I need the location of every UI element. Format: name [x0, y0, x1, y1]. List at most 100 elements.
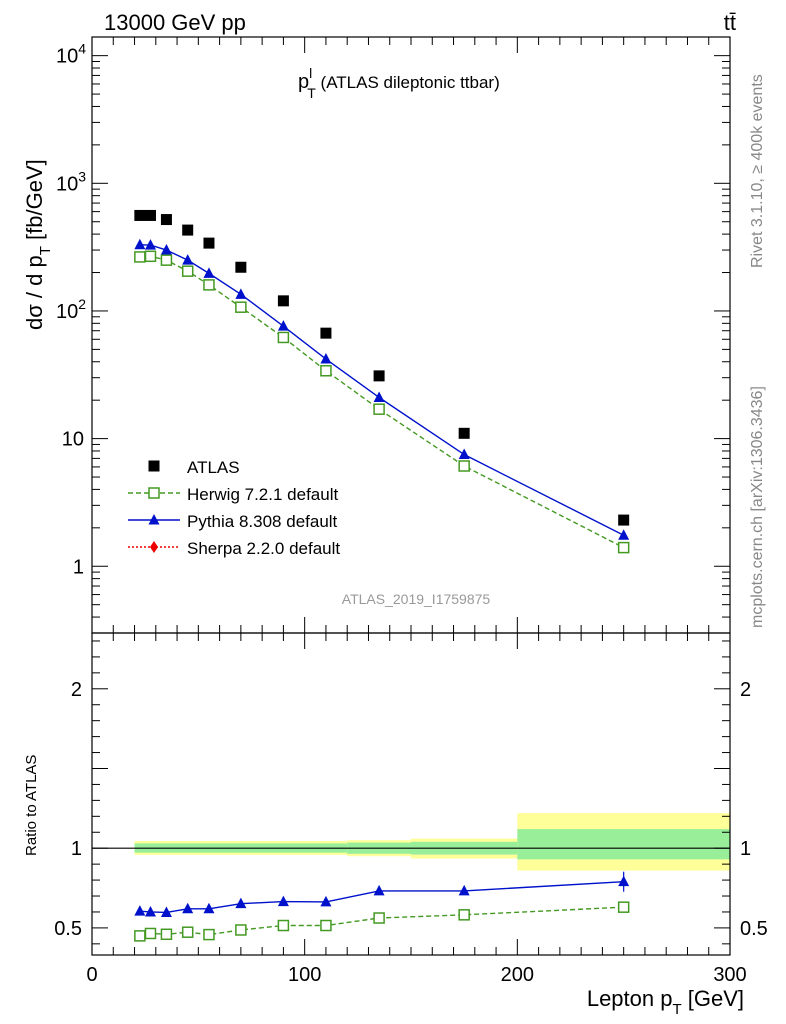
ratio-point-0	[617, 901, 630, 913]
data-point-0	[235, 261, 247, 273]
data-point-2	[618, 529, 630, 540]
y-tick-label: 1	[73, 556, 84, 578]
ratio-point-0	[373, 912, 385, 924]
data-point-2	[373, 391, 385, 402]
data-point-1	[373, 403, 385, 415]
legend-label-2: Pythia 8.308 default	[187, 512, 338, 531]
ratio-point-1	[320, 895, 332, 907]
ratio-y-tick-label: 1	[71, 838, 82, 860]
legend-marker-3	[150, 541, 158, 553]
ratio-point-0	[458, 909, 470, 921]
ratio-point-0	[235, 924, 247, 936]
data-point-2	[182, 254, 194, 265]
data-point-0	[277, 295, 289, 307]
header-process-label: tt̄	[724, 10, 736, 35]
header-energy-label: 13000 GeV pp	[104, 10, 246, 35]
x-tick-label: 200	[501, 964, 534, 986]
legend-marker-2	[148, 514, 160, 525]
data-point-0	[134, 209, 146, 221]
data-point-0	[203, 237, 215, 249]
data-point-1	[203, 279, 215, 291]
x-tick-label: 0	[86, 964, 97, 986]
data-point-0	[182, 224, 194, 236]
ratio-point-0	[203, 928, 215, 941]
analysis-watermark: ATLAS_2019_I1759875	[342, 591, 491, 607]
ratio-point-1	[144, 905, 156, 917]
xlabel-main: Lepton p	[587, 986, 673, 1011]
data-point-2	[134, 238, 146, 250]
ratio-y-tick-label: 0.5	[54, 918, 82, 940]
ratio-point-1	[160, 906, 172, 917]
ratio-line-1	[139, 880, 624, 914]
data-point-0	[373, 370, 385, 382]
ratio-y-tick-label: 2	[71, 679, 82, 701]
data-point-0	[160, 214, 172, 226]
data-point-2	[458, 448, 470, 460]
ratio-frame	[91, 632, 731, 956]
x-axis-label: Lepton pT [GeV]	[587, 986, 744, 1018]
ratio-point-0	[181, 926, 194, 938]
main-plot-title: pl T (ATLAS dileptonic ttbar)	[298, 65, 500, 101]
y-tick-label: 104	[56, 41, 86, 68]
ratio-point-0	[160, 928, 173, 941]
ratio-y-tick-label-right: 2	[740, 679, 751, 701]
data-point-1	[617, 541, 630, 554]
ratio-y-tick-label-right: 0.5	[740, 918, 768, 940]
ratio-point-1	[458, 884, 470, 896]
ylabel-sub: T	[37, 246, 54, 255]
ratio-point-0	[134, 930, 146, 942]
legend: ATLAS Herwig 7.2.1 default Pythia 8.308 de…	[128, 458, 340, 558]
ratio-point-1	[134, 905, 146, 916]
rivet-version-label: Rivet 3.1.10, ≥ 400k events	[749, 74, 766, 268]
data-point-0	[144, 209, 156, 221]
ratio-point-1	[235, 897, 247, 909]
data-point-2	[235, 288, 247, 299]
ratio-point-0	[320, 919, 332, 932]
y-tick-label: 10	[62, 429, 84, 451]
xlabel-sub: T	[672, 1001, 681, 1018]
data-point-0	[618, 514, 630, 526]
legend-label-1: Herwig 7.2.1 default	[187, 485, 338, 504]
ylabel-main: dσ / d p	[22, 255, 47, 330]
data-point-1	[160, 254, 173, 266]
ratio-point-0	[277, 919, 290, 932]
data-point-1	[181, 265, 194, 277]
ratio-point-0	[144, 927, 157, 940]
data-point-1	[134, 251, 146, 263]
data-point-2	[160, 244, 172, 255]
title-rest: (ATLAS dileptonic ttbar)	[316, 73, 500, 92]
data-point-2	[277, 320, 289, 331]
title-main: p	[298, 71, 309, 93]
legend-marker-1	[148, 487, 160, 499]
mcplots-label: mcplots.cern.ch [arXiv:1306.3436]	[749, 386, 766, 628]
x-tick-label: 300	[713, 964, 746, 986]
data-point-1	[320, 365, 332, 377]
data-point-0	[320, 327, 332, 339]
xlabel-unit: [GeV]	[682, 986, 744, 1011]
ratio-point-1	[203, 902, 215, 914]
legend-label-0: ATLAS	[187, 458, 240, 477]
data-point-2	[203, 267, 215, 278]
y-tick-label: 103	[56, 168, 86, 195]
data-point-0	[458, 427, 470, 439]
uncertainty-band-green	[517, 829, 730, 860]
main-y-axis-label: dσ / d pT [fb/GeV]	[22, 159, 54, 330]
legend-label-3: Sherpa 2.2.0 default	[187, 539, 340, 558]
legend-marker-0	[148, 460, 160, 472]
ratio-plot-area: 0 100 200 300 0.5 0.5 1 1 2 2	[54, 37, 768, 986]
data-point-2	[320, 353, 332, 364]
ratio-point-1	[373, 884, 385, 896]
ratio-point-1	[277, 895, 289, 907]
data-point-2	[144, 239, 156, 250]
ratio-point-1	[182, 902, 194, 914]
data-point-1	[144, 250, 157, 263]
y-tick-label: 102	[56, 296, 86, 323]
data-point-1	[277, 331, 290, 344]
title-sub: T	[307, 85, 316, 101]
ylabel-unit: [fb/GeV]	[22, 159, 47, 246]
data-point-1	[235, 301, 247, 313]
x-tick-label: 100	[288, 964, 321, 986]
ratio-y-axis-label: Ratio to ATLAS	[23, 755, 40, 856]
